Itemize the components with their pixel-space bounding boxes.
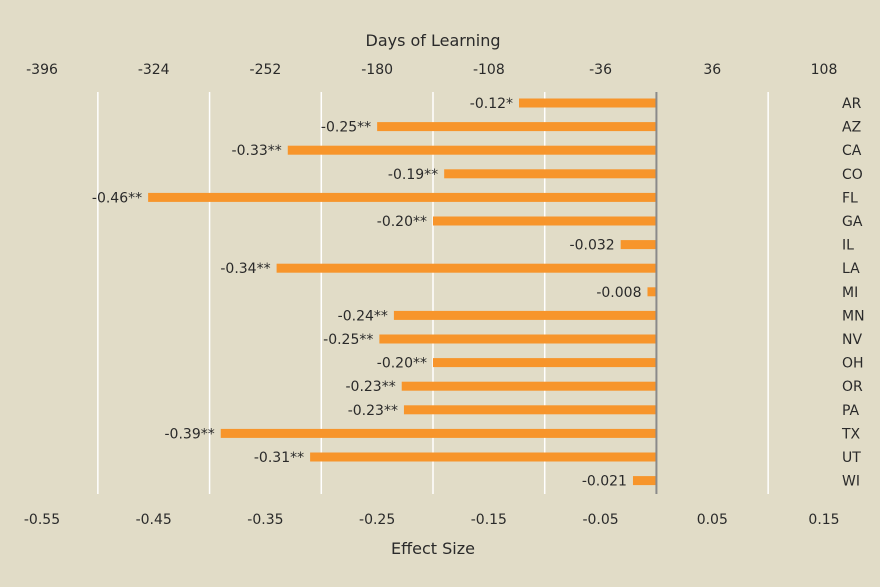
bottom-tick-label: -0.55 <box>24 512 60 528</box>
bar-il <box>620 240 657 250</box>
grid-lines <box>97 92 769 494</box>
bar-fl <box>148 192 657 202</box>
state-label-or: OR <box>842 379 863 395</box>
top-tick-label: -324 <box>138 62 170 78</box>
bar-ga <box>433 216 657 226</box>
state-label-pa: PA <box>842 403 860 419</box>
top-axis-ticks: -396 -324 -252 -180 -108 -36 36 108 <box>26 62 837 78</box>
top-tick-label: -36 <box>589 62 612 78</box>
bar-value-label: -0.46** <box>92 190 142 206</box>
bottom-axis-title: Effect Size <box>391 539 475 558</box>
bar-mn <box>393 310 657 320</box>
state-label-mn: MN <box>842 308 865 324</box>
bars <box>148 98 657 486</box>
bar-ar <box>519 98 657 108</box>
state-label-nv: NV <box>842 332 862 348</box>
bar-labels: -0.12* -0.25** -0.33** -0.19** -0.46** -0.20*… <box>92 96 642 490</box>
state-label-ut: UT <box>842 450 861 466</box>
bar-value-label: -0.33** <box>232 143 282 159</box>
top-tick-label: -108 <box>473 62 505 78</box>
state-label-wi: WI <box>842 474 860 490</box>
state-label-tx: TX <box>841 426 861 442</box>
bar-value-label: -0.23** <box>348 403 398 419</box>
top-axis-title: Days of Learning <box>366 31 501 50</box>
bottom-tick-label: -0.15 <box>471 512 507 528</box>
top-tick-label: -252 <box>250 62 282 78</box>
bottom-tick-label: 0.05 <box>697 512 728 528</box>
bar-value-label: -0.032 <box>570 238 615 254</box>
bar-value-label: -0.20** <box>377 356 427 372</box>
top-tick-label: -396 <box>26 62 58 78</box>
top-tick-label: 108 <box>811 62 838 78</box>
bar-value-label: -0.20** <box>377 214 427 230</box>
bar-ut <box>310 452 657 462</box>
bar-value-label: -0.25** <box>321 120 371 136</box>
bar-co <box>444 169 657 179</box>
bottom-tick-label: -0.25 <box>359 512 395 528</box>
state-label-ga: GA <box>842 214 863 230</box>
state-label-il: IL <box>842 238 854 254</box>
state-label-co: CO <box>842 167 863 183</box>
bar-value-label: -0.12* <box>470 96 513 112</box>
bar-tx <box>220 428 657 438</box>
bar-value-label: -0.19** <box>388 167 438 183</box>
state-label-ar: AR <box>842 96 862 112</box>
bottom-axis-ticks: -0.55 -0.45 -0.35 -0.25 -0.15 -0.05 0.05 0.15 <box>24 512 840 528</box>
state-labels: AR AZ CA CO FL GA IL LA MI MN NV OH OR PA TX UT WI <box>841 96 865 490</box>
bar-pa <box>403 405 657 415</box>
state-label-mi: MI <box>842 285 858 301</box>
bar-value-label: -0.24** <box>338 308 388 324</box>
bar-or <box>401 381 657 391</box>
bar-ca <box>287 145 657 155</box>
bar-wi <box>632 476 657 486</box>
top-tick-label: 36 <box>703 62 721 78</box>
state-label-ca: CA <box>842 143 862 159</box>
state-label-az: AZ <box>842 120 861 136</box>
top-tick-label: -180 <box>361 62 393 78</box>
bar-az <box>377 122 657 132</box>
bar-la <box>276 263 657 273</box>
bar-value-label: -0.25** <box>323 332 373 348</box>
state-label-oh: OH <box>842 356 864 372</box>
bottom-tick-label: -0.05 <box>582 512 618 528</box>
bar-value-label: -0.39** <box>165 426 215 442</box>
bar-oh <box>433 358 657 368</box>
bar-value-label: -0.34** <box>220 261 270 277</box>
bottom-tick-label: -0.35 <box>247 512 283 528</box>
bar-value-label: -0.021 <box>582 474 627 490</box>
bar-value-label: -0.23** <box>345 379 395 395</box>
bar-mi <box>647 287 657 297</box>
state-label-fl: FL <box>842 190 858 206</box>
state-label-la: LA <box>842 261 860 277</box>
bar-value-label: -0.008 <box>596 285 641 301</box>
bar-nv <box>379 334 657 344</box>
bottom-tick-label: -0.45 <box>136 512 172 528</box>
bottom-tick-label: 0.15 <box>808 512 839 528</box>
bar-value-label: -0.31** <box>254 450 304 466</box>
